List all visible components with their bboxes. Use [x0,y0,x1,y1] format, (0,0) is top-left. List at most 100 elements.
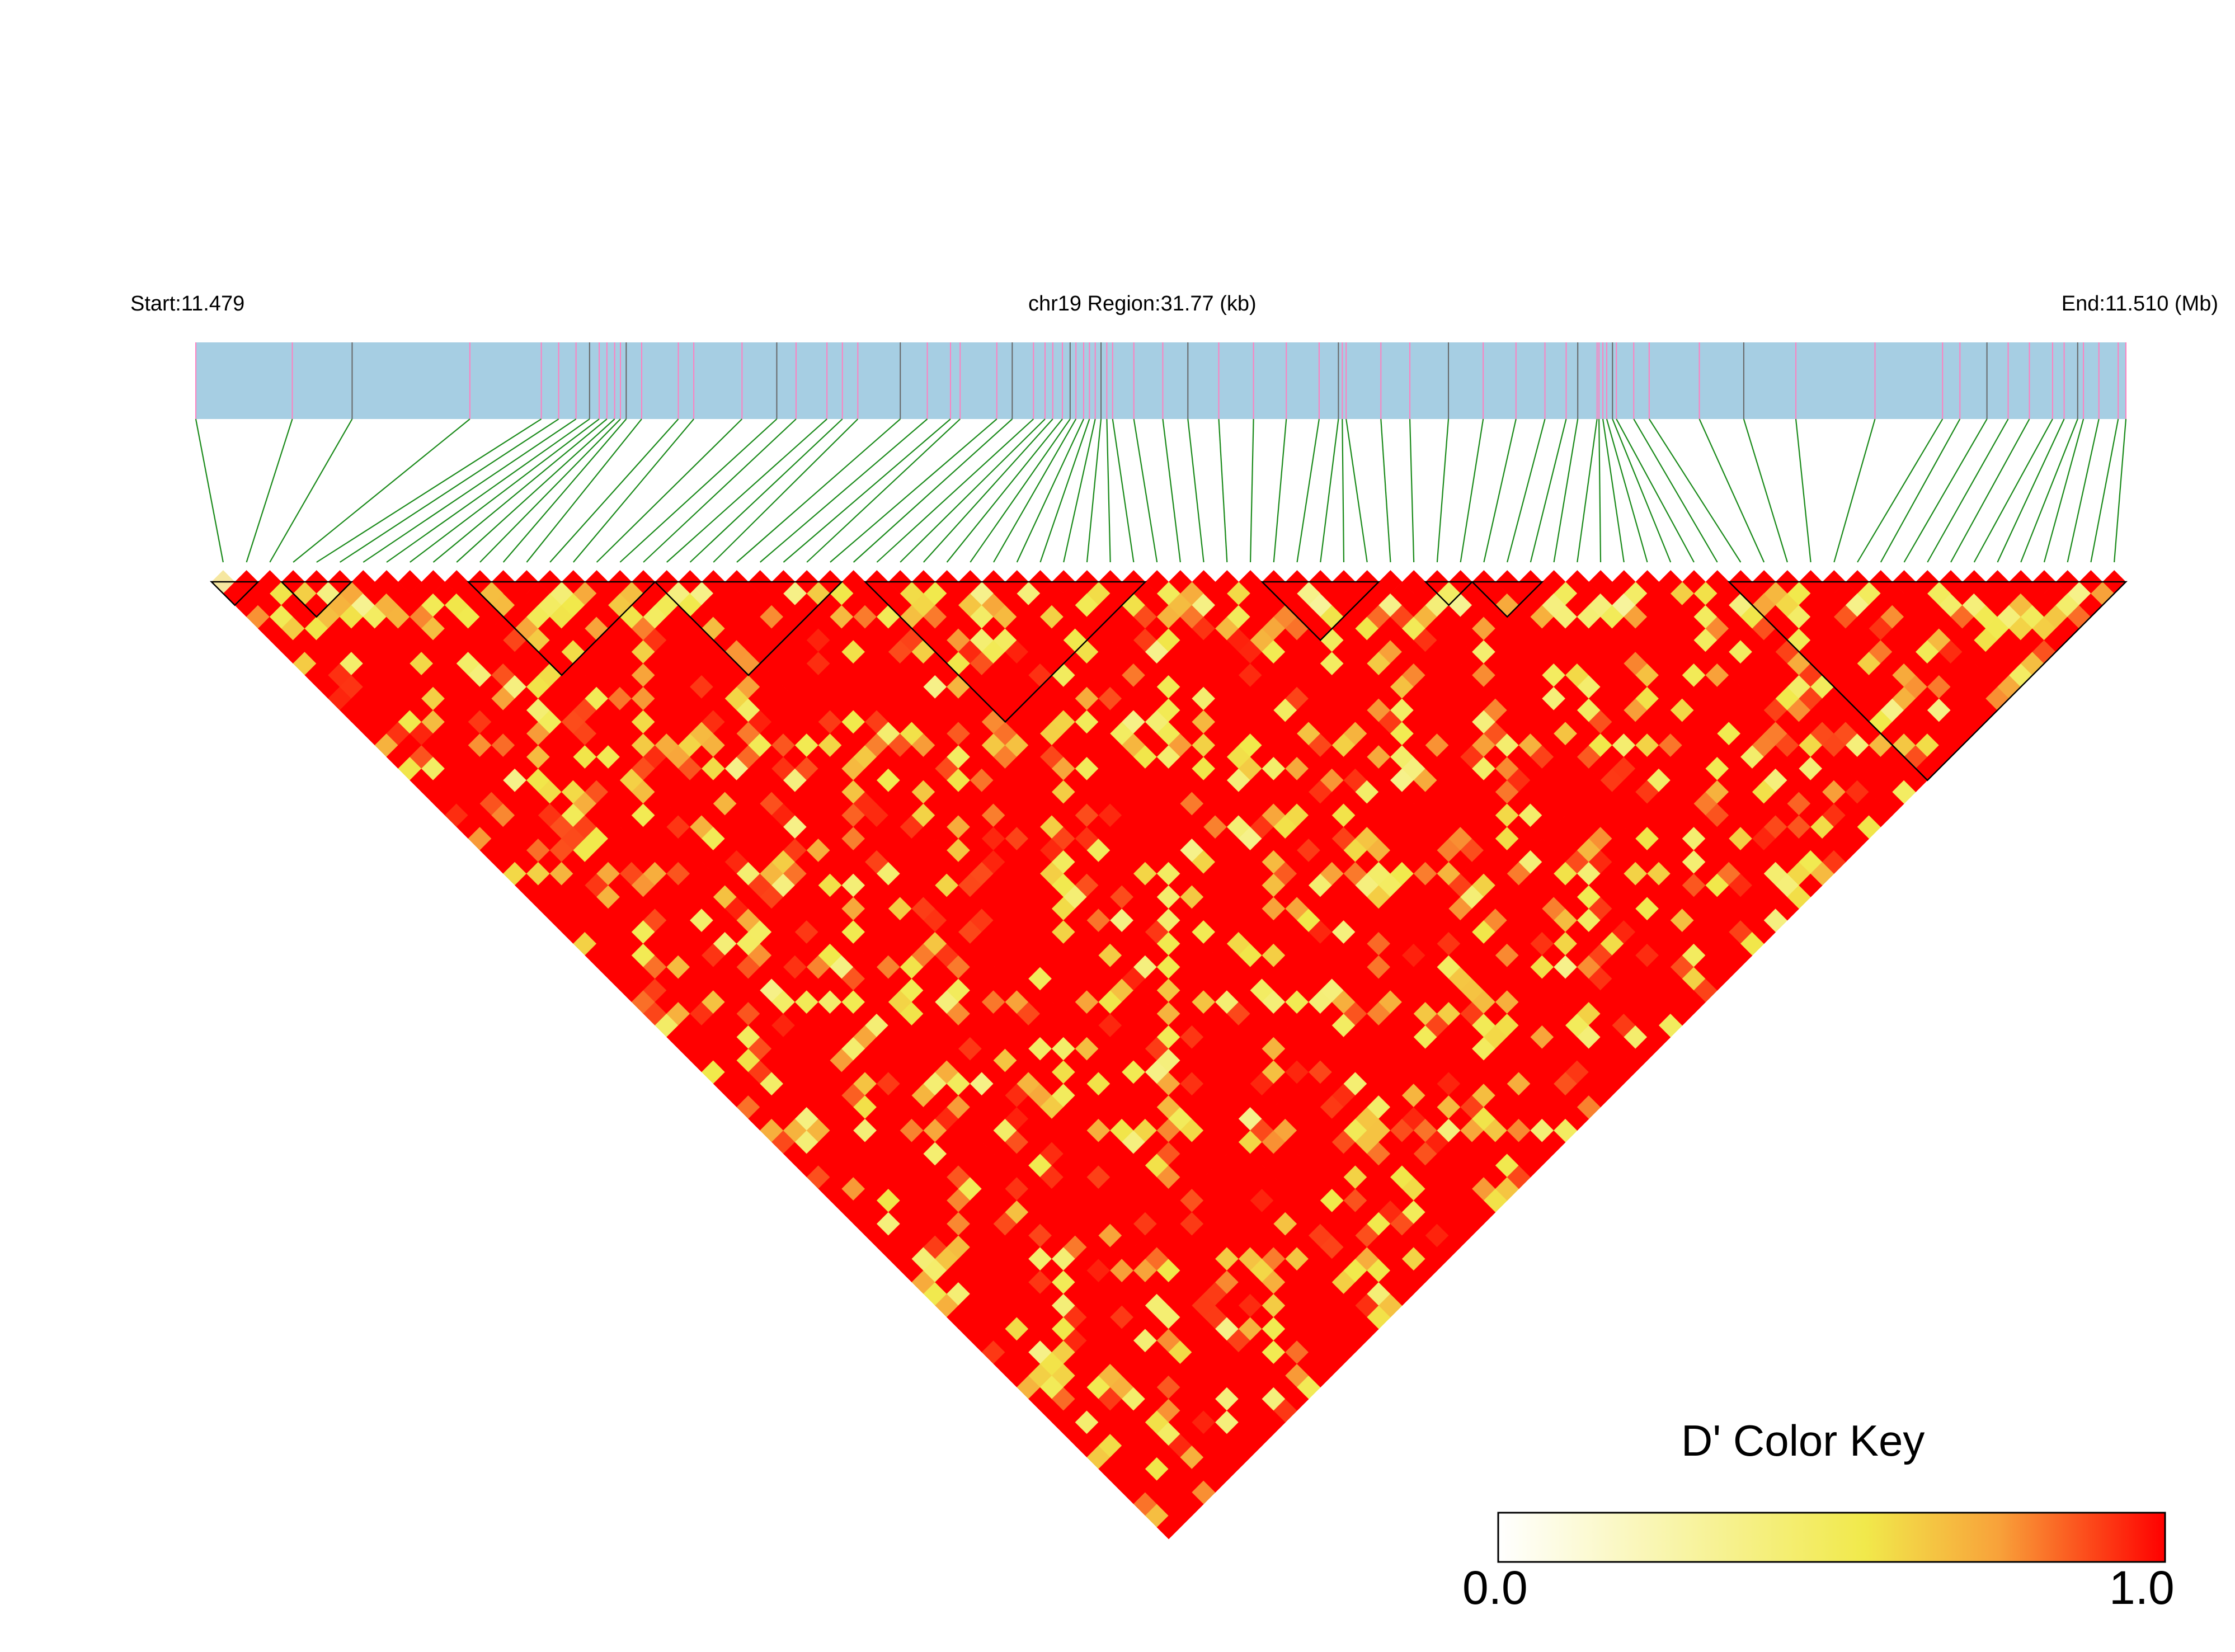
snp-connector [1162,418,1181,563]
snp-connector [596,418,743,563]
haplotype-block [1470,581,1544,618]
region-end-label: End:11.510 (Mb) [2061,292,2218,316]
snp-connector [1633,418,1718,563]
haplotype-block [863,581,1147,723]
snp-connector [643,418,797,563]
snp-connector [2090,418,2119,563]
snp-connector [1698,418,1765,563]
snp-connector [1903,418,1988,563]
snp-connector [1507,418,1546,563]
ld-diagonal-cell [1145,570,1169,594]
color-key-title: D' Color Key [1681,1416,1925,1465]
ld-diagonal-cell [375,570,398,594]
snp-connector [2114,418,2127,563]
snp-connector [759,418,928,563]
snp-connector [1296,418,1320,563]
snp-connector [2067,418,2100,563]
snp-connector [1016,418,1084,563]
snp-connector [1598,418,1602,563]
snp-connector [2020,418,2078,563]
ld-diagonal-cell [421,570,445,594]
snp-connector [1950,418,2030,563]
snp-connector [1530,418,1567,563]
snp-connector [1039,418,1090,563]
ld-diagonal-cell [1215,570,1239,594]
snp-connector [316,418,542,563]
snp-connector [410,418,600,563]
ld-diagonal-cell [1659,570,1683,594]
snp-connector [1553,418,1579,563]
ld-diagonal-cell [351,570,375,594]
snp-connector [1320,418,1339,563]
snp-connector [1616,418,1695,563]
snp-connector [572,418,694,563]
snp-connector [619,418,778,563]
snp-connector [1218,418,1228,563]
snp-connector [783,418,951,563]
region-size-label: chr19 Region:31.77 (kb) [1028,292,1257,316]
snp-connector [1743,418,1788,563]
color-key-bar [1497,1512,2166,1563]
snp-connector [1606,418,1648,563]
snp-connector [1483,418,1517,563]
snp-connector [526,418,642,563]
snp-connector [339,418,559,563]
snp-connector [246,418,293,563]
snp-connector [1133,418,1158,563]
ld-diagonal-cell [1705,570,1729,594]
ld-diagonal-cell [1402,570,1426,594]
ld-diagonal-cell [258,570,282,594]
snp-connector [1833,418,1876,563]
snp-connector [876,418,1034,563]
snp-connector [1112,418,1135,563]
ld-diagonal-cell [1239,570,1262,594]
snp-connector [1602,418,1625,563]
snp-connector [1436,418,1450,563]
haplotype-block [1727,581,2128,782]
snp-connector [1927,418,2009,563]
snp-connector [1106,418,1111,563]
snp-connector [666,418,827,563]
snp-connector [1460,418,1484,563]
snp-position-ticks [195,342,2126,419]
snp-connector [900,418,1046,563]
snp-connector [713,418,859,563]
snp-connector [1857,418,1944,563]
haplotype-block-outlines [209,581,2128,782]
snp-connector [1249,418,1254,563]
snp-connector [1063,418,1096,563]
haplotype-block [467,581,657,676]
snp-connector [853,418,1013,563]
snp-connector [1187,418,1204,563]
snp-connector [386,418,590,563]
snp-connector [1345,418,1368,563]
snp-connector [293,418,470,563]
snp-connector [2043,418,2085,563]
haplotype-block [653,581,844,676]
snp-connector [1273,418,1287,563]
snp-connector [1880,418,1961,563]
ld-heatmap-cells [211,570,2126,1540]
snp-connector [970,418,1071,563]
snp-connector [806,418,961,563]
snp-connector [736,418,901,563]
ld-diagonal-cell [1565,570,1589,594]
ld-diagonal-cell [1192,570,1216,594]
snp-connector [195,418,224,563]
snp-connector [1409,418,1415,563]
color-key-max-label: 1.0 [2109,1561,2175,1614]
ld-diagonal-cell [1378,570,1403,594]
ld-diagonal-cell [398,570,422,594]
haplotype-block [1424,581,1474,606]
snp-connector [1997,418,2065,563]
ld-diagonal-cell [1589,570,1612,594]
snp-connector [946,418,1063,563]
region-start-label: Start:11.479 [130,292,245,316]
snp-connector [1086,418,1102,563]
snp-connector [456,418,615,563]
snp-connector [1612,418,1672,563]
snp-connector [1577,418,1598,563]
snp-connector [923,418,1053,563]
snp-connector [1342,418,1345,563]
snp-connector [1795,418,1811,563]
